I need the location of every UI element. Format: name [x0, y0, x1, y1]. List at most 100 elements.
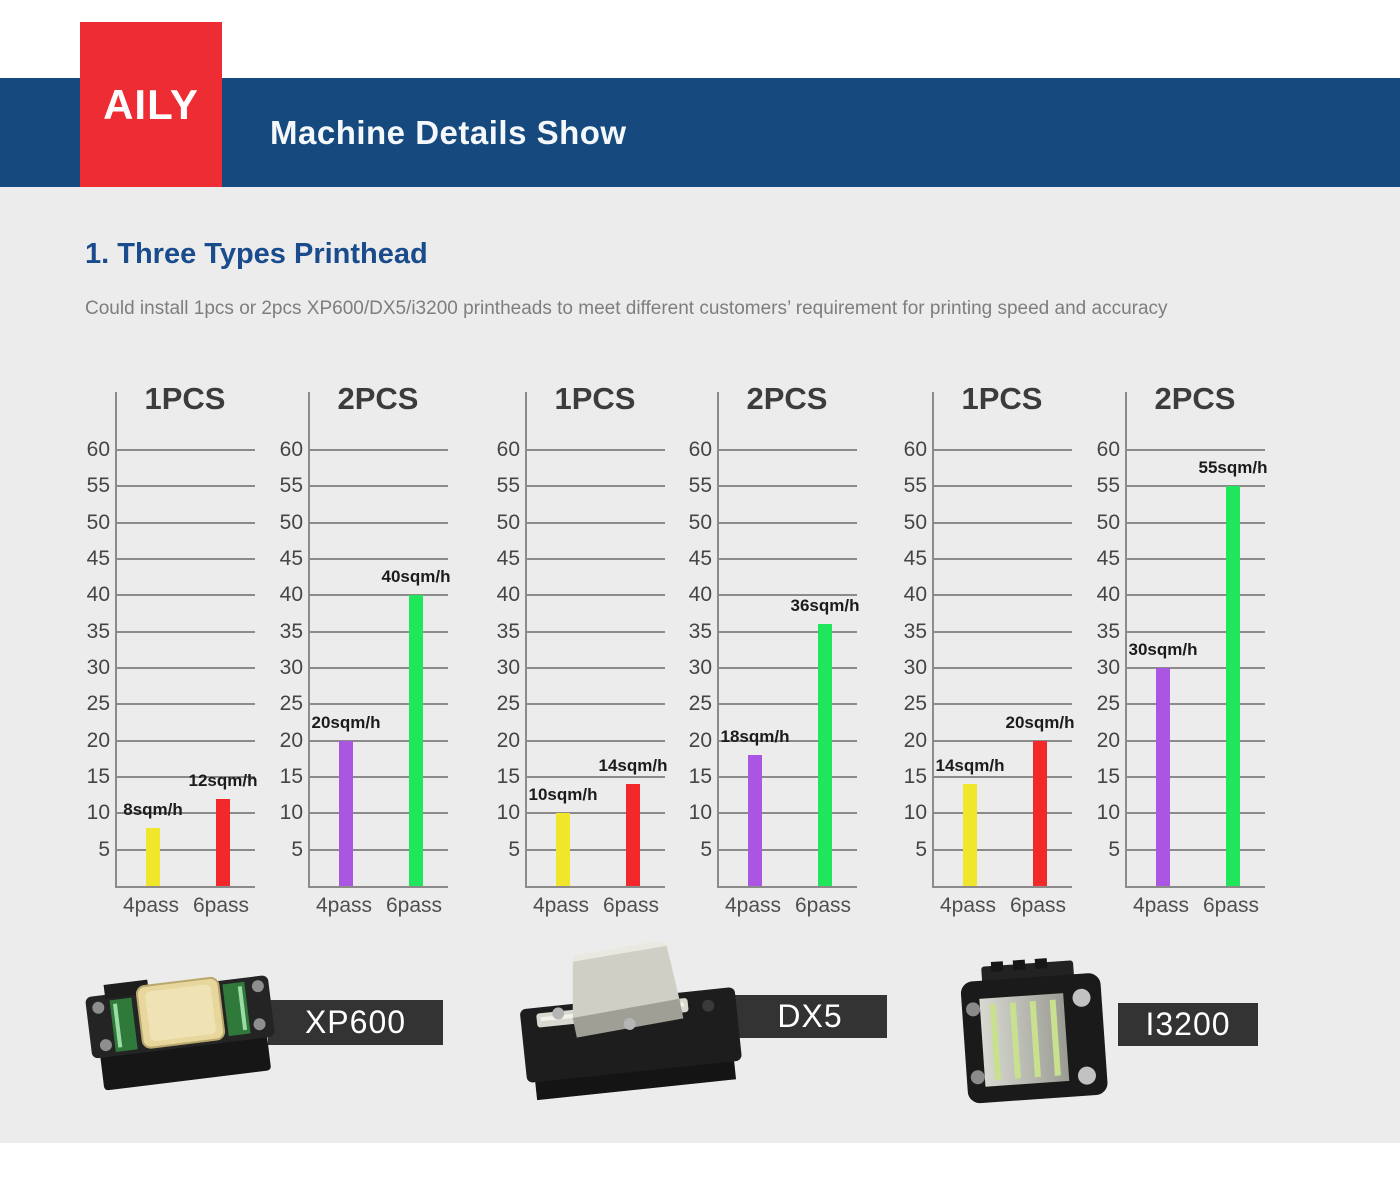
- gridline: [310, 739, 448, 742]
- chart-dx5-2pcs: 2PCS 5 10 15 20 25 30 35 40 45 50 55 60 18sqm/h 36sqm…: [672, 375, 862, 923]
- gridline: [1127, 666, 1265, 669]
- chart-xp600-2pcs: 2PCS 5 10 15 20 25 30 35 40 45 50 55 60 20sqm/h 40sqm…: [263, 375, 453, 923]
- brand-logo: AILY: [80, 22, 222, 187]
- y-tick-label: 35: [688, 619, 712, 643]
- chart-x-axis: 4pass 6pass: [308, 894, 446, 922]
- gridline: [310, 594, 448, 597]
- y-tick-label: 60: [86, 437, 110, 461]
- gridline: [117, 703, 255, 706]
- y-tick-label: 10: [688, 801, 712, 825]
- y-tick-label: 50: [1096, 510, 1120, 534]
- y-tick-label: 55: [279, 474, 303, 498]
- gridline: [1127, 448, 1265, 451]
- y-tick-label: 5: [508, 837, 520, 861]
- chart-i3200-1pcs: 1PCS 5 10 15 20 25 30 35 40 45 50 55 60 14sqm/h 20sqm…: [887, 375, 1077, 923]
- y-tick-label: 5: [291, 837, 303, 861]
- gridline: [117, 594, 255, 597]
- y-tick-label: 60: [1096, 437, 1120, 461]
- chart-title: 1PCS: [144, 381, 226, 416]
- gridline: [1127, 557, 1265, 560]
- bar-value-label: 55sqm/h: [1198, 458, 1268, 478]
- y-tick-label: 55: [688, 474, 712, 498]
- gridline: [527, 703, 665, 706]
- gridline: [719, 775, 857, 778]
- gridline: [310, 703, 448, 706]
- gridline: [527, 666, 665, 669]
- y-tick-label: 25: [903, 692, 927, 716]
- chart-x-axis: 4pass 6pass: [115, 894, 253, 922]
- bar-value-label: 18sqm/h: [720, 727, 790, 747]
- x-axis-label: 4pass: [939, 894, 997, 917]
- gridline: [1127, 775, 1265, 778]
- y-tick-label: 55: [86, 474, 110, 498]
- gridline: [934, 485, 1072, 488]
- gridline: [934, 557, 1072, 560]
- y-tick-label: 20: [903, 728, 927, 752]
- product-name: I3200: [1145, 1006, 1231, 1042]
- section-description: Could install 1pcs or 2pcs XP600/DX5/i32…: [85, 298, 1168, 319]
- chart-x-axis: 4pass 6pass: [525, 894, 663, 922]
- y-tick-label: 25: [1096, 692, 1120, 716]
- y-tick-label: 35: [86, 619, 110, 643]
- y-tick-label: 60: [903, 437, 927, 461]
- gridline: [719, 521, 857, 524]
- gridline: [310, 666, 448, 669]
- i3200-printhead-image: [960, 958, 1108, 1104]
- y-tick-label: 5: [700, 837, 712, 861]
- gridline: [719, 448, 857, 451]
- y-tick-label: 30: [688, 655, 712, 679]
- bar-value-label: 14sqm/h: [598, 756, 668, 776]
- chart-x-axis: 4pass 6pass: [932, 894, 1070, 922]
- y-tick-label: 50: [279, 510, 303, 534]
- product-name: XP600: [304, 1004, 407, 1040]
- gridline: [934, 594, 1072, 597]
- bar-4pass: [748, 755, 762, 886]
- y-tick-label: 15: [279, 764, 303, 788]
- gridline: [934, 848, 1072, 851]
- y-tick-label: 20: [496, 728, 520, 752]
- gridline: [310, 812, 448, 815]
- y-tick-label: 25: [496, 692, 520, 716]
- gridline: [117, 630, 255, 633]
- gridline: [1127, 521, 1265, 524]
- gridline: [527, 557, 665, 560]
- gridline: [934, 812, 1072, 815]
- y-tick-label: 20: [86, 728, 110, 752]
- chart-title: 2PCS: [1154, 381, 1236, 416]
- x-axis-label: 6pass: [602, 894, 660, 917]
- gridline: [310, 557, 448, 560]
- y-tick-label: 20: [688, 728, 712, 752]
- y-tick-label: 10: [279, 801, 303, 825]
- y-tick-label: 50: [903, 510, 927, 534]
- x-axis-label: 6pass: [794, 894, 852, 917]
- y-tick-label: 10: [903, 801, 927, 825]
- y-tick-label: 45: [688, 546, 712, 570]
- y-tick-label: 35: [903, 619, 927, 643]
- header-banner: Machine Details Show: [0, 78, 1400, 187]
- gridline: [1127, 812, 1265, 815]
- y-tick-label: 15: [688, 764, 712, 788]
- y-tick-label: 50: [496, 510, 520, 534]
- gridline: [117, 848, 255, 851]
- bar-value-label: 10sqm/h: [528, 785, 598, 805]
- chart-xp600-1pcs: 1PCS 5 10 15 20 25 30 35 40 45 50 55 60 8sqm/h 12sqm/…: [70, 375, 260, 923]
- y-tick-label: 35: [1096, 619, 1120, 643]
- y-tick-label: 10: [1096, 801, 1120, 825]
- gridline: [117, 739, 255, 742]
- chart-plot-area: 5 10 15 20 25 30 35 40 45 50 55 60 8sqm/h 12sqm/h: [87, 392, 257, 888]
- x-axis-label: 6pass: [192, 894, 250, 917]
- y-tick-label: 5: [915, 837, 927, 861]
- bar-4pass: [556, 813, 570, 886]
- y-tick-label: 45: [279, 546, 303, 570]
- y-tick-label: 35: [496, 619, 520, 643]
- bar-value-label: 20sqm/h: [311, 712, 381, 732]
- y-tick-label: 40: [688, 583, 712, 607]
- y-tick-label: 55: [496, 474, 520, 498]
- chart-plot-area: 5 10 15 20 25 30 35 40 45 50 55 60 14sqm/h 20sqm/h: [904, 392, 1074, 888]
- chart-dx5-1pcs: 1PCS 5 10 15 20 25 30 35 40 45 50 55 60 10sqm/h 14sqm…: [480, 375, 670, 923]
- y-tick-label: 55: [1096, 474, 1120, 498]
- x-axis-label: 6pass: [385, 894, 443, 917]
- gridline: [117, 812, 255, 815]
- dx5-printhead-image: [520, 942, 742, 1101]
